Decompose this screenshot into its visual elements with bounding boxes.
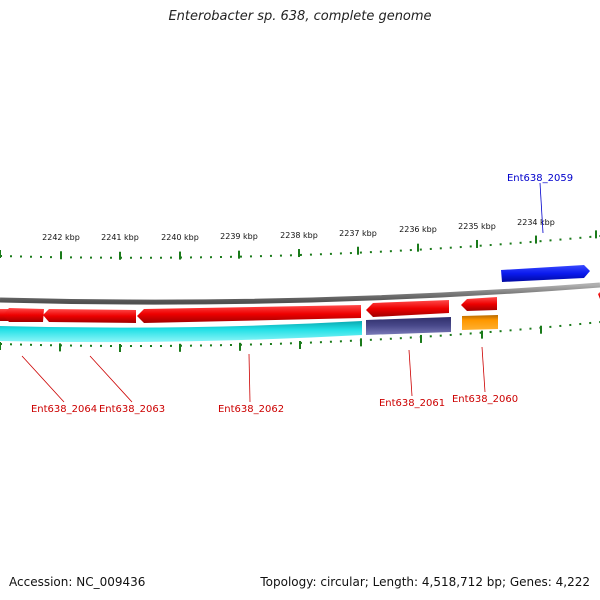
gene-Ent638_2063[interactable] xyxy=(43,309,136,323)
forward-strand-track xyxy=(501,265,600,299)
gene-label-Ent638_2061[interactable]: Ent638_2061 xyxy=(379,398,445,409)
callout-line-Ent638_2062 xyxy=(248,353,251,403)
outer-kbp-labels: 2242 kbp 2241 kbp 2240 kbp 2239 kbp 2238… xyxy=(42,218,555,242)
kbp-label-2238: 2238 kbp xyxy=(280,231,318,240)
gene-label-Ent638_2063[interactable]: Ent638_2063 xyxy=(99,404,165,415)
gene-label-Ent638_2059[interactable]: Ent638_2059 xyxy=(507,173,573,184)
gene-Ent638_2061[interactable] xyxy=(366,300,449,317)
gene-Ent638_2060[interactable] xyxy=(461,297,497,311)
accession-text: Accession: NC_009436 xyxy=(9,575,146,589)
feature-cyan-band[interactable] xyxy=(0,321,362,343)
inner-tick-ring xyxy=(0,321,600,352)
kbp-label-2234: 2234 kbp xyxy=(517,218,555,227)
callout-line-Ent638_2060 xyxy=(481,346,486,393)
feature-purple-band[interactable] xyxy=(366,317,451,335)
map-title: Enterobacter sp. 638, complete genome xyxy=(168,9,432,24)
gene-Ent638_2059[interactable] xyxy=(501,265,590,282)
kbp-label-2236: 2236 kbp xyxy=(399,225,437,234)
inner-feature-track xyxy=(0,315,498,343)
callout-line-Ent638_2061 xyxy=(408,349,413,397)
inner-major-ticks xyxy=(0,325,542,352)
gene-label-Ent638_2060[interactable]: Ent638_2060 xyxy=(452,394,518,405)
gene-label-Ent638_2064[interactable]: Ent638_2064 xyxy=(31,404,97,415)
outer-tick-ring: 2242 kbp 2241 kbp 2240 kbp 2239 kbp 2238… xyxy=(0,218,600,260)
kbp-label-2237: 2237 kbp xyxy=(339,229,377,238)
kbp-label-2241: 2241 kbp xyxy=(101,233,139,242)
kbp-label-2242: 2242 kbp xyxy=(42,233,80,242)
callout-line-Ent638_2063 xyxy=(89,355,133,403)
gene-label-Ent638_2062[interactable]: Ent638_2062 xyxy=(218,404,284,415)
kbp-label-2235: 2235 kbp xyxy=(458,222,496,231)
callout-line-Ent638_2059 xyxy=(539,182,544,234)
callout-line-Ent638_2064 xyxy=(21,355,65,403)
gene-Ent638_2062[interactable] xyxy=(137,305,361,323)
gene-Ent638_2064[interactable] xyxy=(3,308,44,322)
kbp-label-2239: 2239 kbp xyxy=(220,232,258,241)
reverse-strand-track xyxy=(0,297,497,323)
kbp-label-2240: 2240 kbp xyxy=(161,233,199,242)
feature-orange-band[interactable] xyxy=(462,315,498,330)
outer-major-ticks xyxy=(0,230,597,260)
gene-labels: Ent638_2059 Ent638_2060 Ent638_2061 Ent6… xyxy=(21,173,573,415)
genome-backbone xyxy=(0,282,600,305)
genome-summary-text: Topology: circular; Length: 4,518,712 bp… xyxy=(260,575,590,589)
